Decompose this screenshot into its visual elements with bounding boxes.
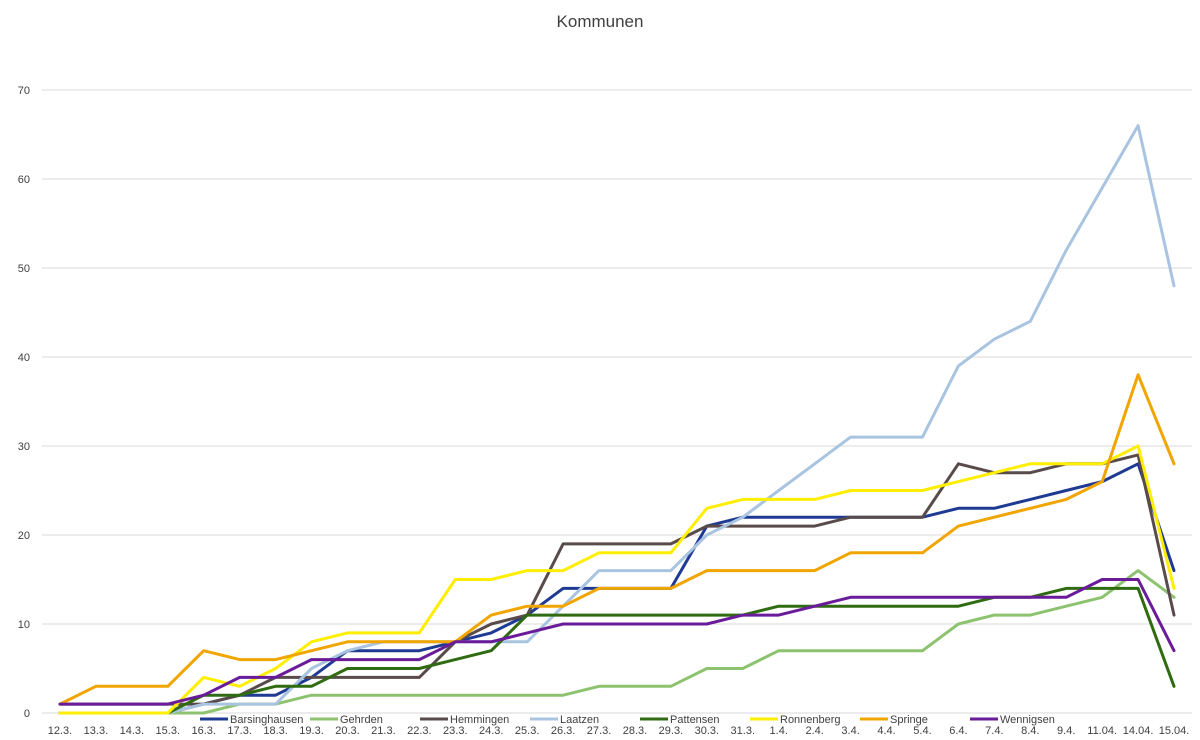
x-tick-label: 27.3. [587,725,611,737]
x-tick-label: 23.3. [443,725,467,737]
legend-label: Ronnenberg [780,714,841,726]
x-tick-label: 22.3. [407,725,431,737]
y-tick-label: 40 [18,352,30,364]
legend-label: Pattensen [670,714,720,726]
series-line-hemmingen [58,453,1176,706]
x-tick-label: 17.3. [227,725,251,737]
x-tick-label: 25.3. [515,725,539,737]
x-tick-label: 5.4. [913,725,931,737]
x-tick-label: 20.3. [335,725,359,737]
x-tick-label: 8.4. [1021,725,1039,737]
x-tick-label: 15.04. [1159,725,1190,737]
x-tick-label: 19.3. [299,725,323,737]
x-tick-label: 31.3. [731,725,755,737]
x-tick-label: 16.3. [191,725,215,737]
x-tick-label: 14.04. [1123,725,1154,737]
legend-label: Gehrden [340,714,383,726]
x-tick-label: 13.3. [84,725,108,737]
x-tick-label: 4.4. [877,725,895,737]
x-tick-label: 7.4. [985,725,1003,737]
x-tick-label: 21.3. [371,725,395,737]
series-line-ronnenberg [58,444,1176,715]
x-tick-label: 12.3. [48,725,72,737]
series-line-laatzen [58,124,1176,715]
y-tick-label: 10 [18,619,30,631]
y-tick-label: 0 [24,708,30,720]
legend-label: Hemmingen [450,714,509,726]
y-tick-label: 20 [18,530,30,542]
x-tick-label: 14.3. [120,725,144,737]
y-axis: 0 10 20 30 40 50 60 70 [18,85,30,720]
legend-label: Laatzen [560,714,599,726]
x-tick-label: 18.3. [263,725,287,737]
series-lines [58,124,1176,715]
x-tick-label: 24.3. [479,725,503,737]
gridlines [42,89,1192,714]
legend-label: Barsinghausen [230,714,303,726]
y-tick-label: 50 [18,263,30,275]
legend-label: Wennigsen [1000,714,1055,726]
y-tick-label: 30 [18,441,30,453]
x-tick-label: 29.3. [659,725,683,737]
series-line-pattensen [58,586,1176,715]
series-line-gehrden [58,569,1176,715]
x-tick-label: 3.4. [841,725,859,737]
y-tick-label: 60 [18,174,30,186]
x-tick-label: 11.04. [1087,725,1117,737]
x-tick-label: 9.4. [1057,725,1075,737]
x-tick-label: 6.4. [949,725,967,737]
x-tick-label: 30.3. [695,725,719,737]
y-tick-label: 70 [18,85,30,97]
x-tick-label: 2.4. [805,725,823,737]
series-line-springe [58,373,1176,706]
x-tick-label: 1.4. [770,725,788,737]
chart-title: Kommunen [556,12,644,31]
series-line-wennigsen [58,578,1176,706]
x-tick-label: 15.3. [156,725,180,737]
x-tick-label: 26.3. [551,725,575,737]
legend-label: Springe [890,714,928,726]
x-axis: 12.3. 13.3. 14.3. 15.3. 16.3. 17.3. 18.3. 19.3.… [48,725,1190,737]
legend: Barsinghausen Gehrden Hemmingen Laatzen Patt… [200,714,1055,726]
x-tick-label: 28.3. [623,725,647,737]
